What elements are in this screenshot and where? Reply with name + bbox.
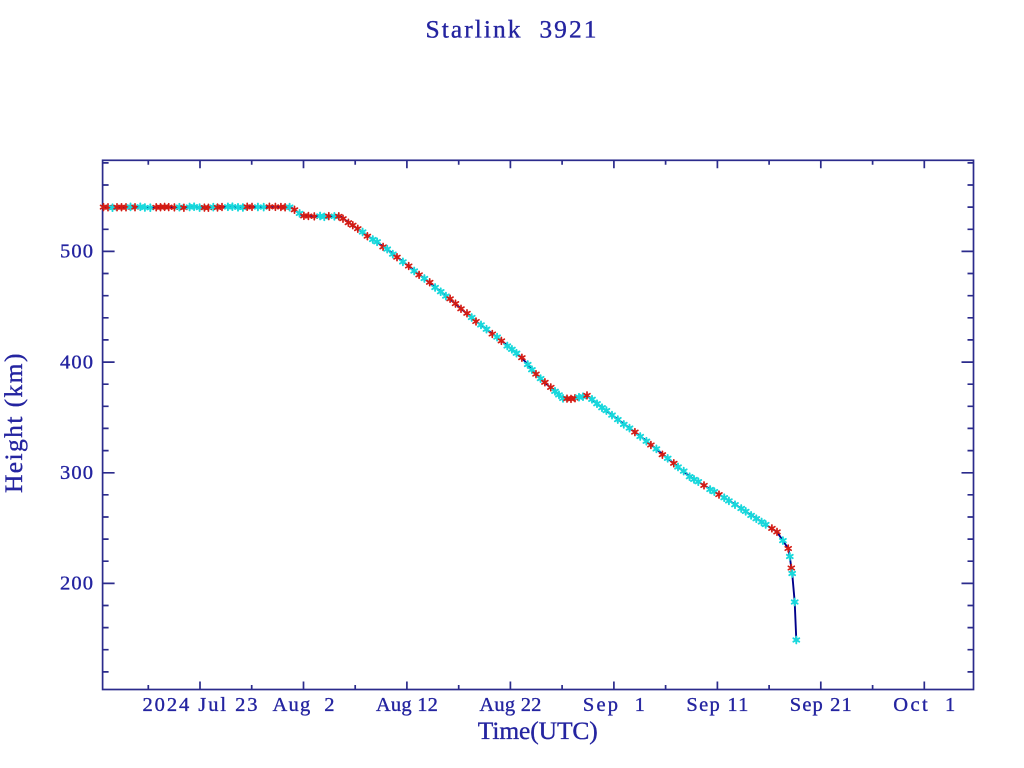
svg-text:Sep 1: Sep 1 (583, 694, 645, 716)
svg-text:500: 500 (60, 241, 93, 263)
svg-text:Height (km): Height (km) (0, 354, 28, 494)
svg-text:2024 Jul 23: 2024 Jul 23 (143, 694, 258, 716)
svg-text:Time(UTC): Time(UTC) (478, 716, 598, 745)
svg-text:Oct 1: Oct 1 (893, 694, 955, 716)
svg-text:Aug 22: Aug 22 (479, 694, 541, 716)
svg-text:Aug 2: Aug 2 (273, 694, 335, 716)
svg-text:Sep 21: Sep 21 (790, 694, 852, 716)
svg-text:Sep 11: Sep 11 (686, 694, 748, 716)
svg-text:Aug 12: Aug 12 (376, 694, 438, 716)
svg-text:Starlink 3921: Starlink 3921 (426, 14, 597, 43)
svg-text:300: 300 (60, 462, 93, 484)
svg-text:200: 200 (60, 573, 93, 595)
svg-text:400: 400 (60, 351, 93, 373)
